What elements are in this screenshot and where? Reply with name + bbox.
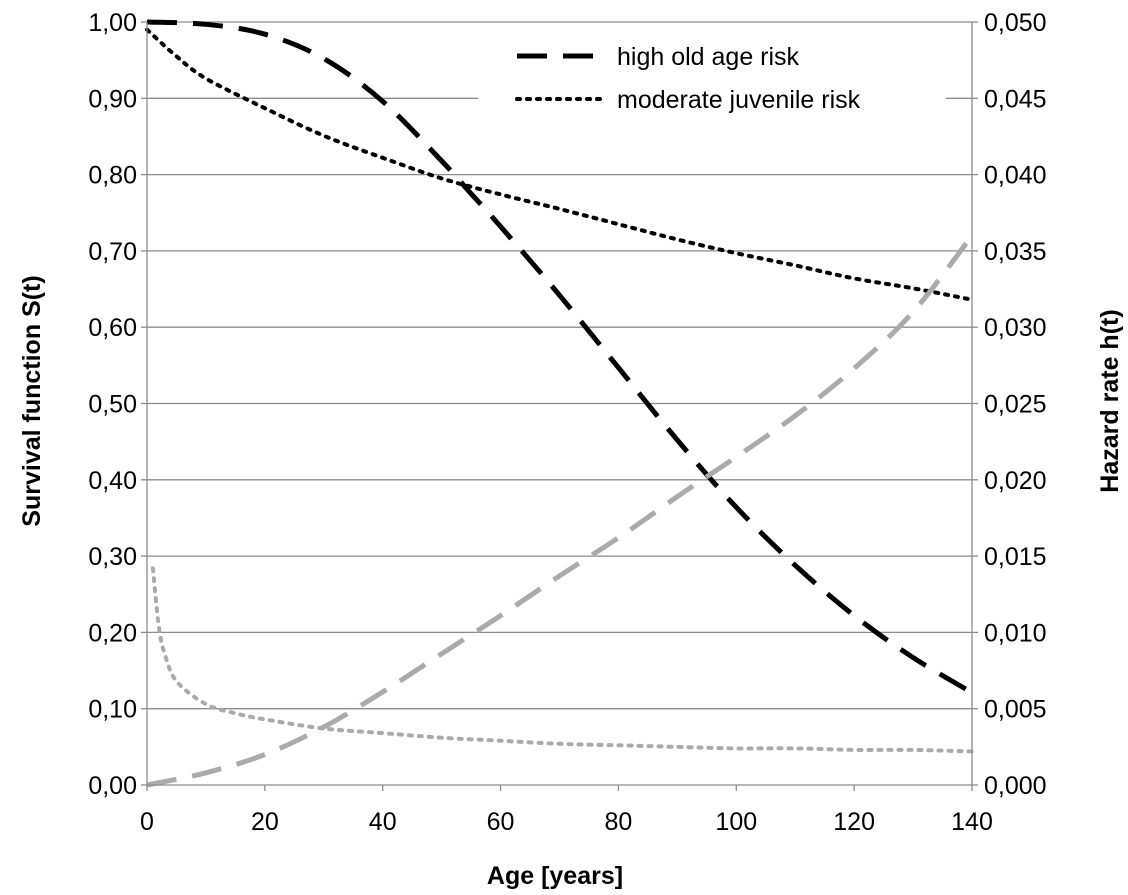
series-moderate-juvenile-risk-hazard: [150, 566, 974, 754]
x-tick-label: 100: [715, 808, 757, 836]
series-high-old-age-risk-hazard: [146, 234, 974, 788]
right-tick-label: 0,045: [984, 85, 1047, 113]
left-axis-tick-labels: 0,00 0,10 0,20 0,30 0,40 0,50 0,60 0,70 0,80 0,90…: [88, 9, 137, 800]
right-axis-tick-labels: 0,000 0,005 0,010 0,015 0,020 0,025 0,030 0,035…: [984, 9, 1047, 800]
right-axis-title: Hazard rate h(t): [1096, 309, 1124, 492]
left-tick-label: 1,00: [88, 9, 137, 37]
x-tick-label: 140: [951, 808, 993, 836]
right-tick-label: 0,005: [984, 696, 1047, 724]
left-tick-label: 0,80: [88, 162, 137, 190]
left-tick-label: 0,30: [88, 543, 137, 571]
right-tick-label: 0,030: [984, 314, 1047, 342]
x-tick-label: 20: [251, 808, 279, 836]
left-tick-label: 0,20: [88, 619, 137, 647]
left-axis-title: Survival function S(t): [18, 275, 46, 526]
right-tick-label: 0,010: [984, 619, 1047, 647]
right-tick-label: 0,000: [984, 772, 1047, 800]
right-tick-label: 0,050: [984, 9, 1047, 37]
left-tick-label: 0,60: [88, 314, 137, 342]
x-tick-label: 120: [833, 808, 875, 836]
legend-background: [478, 34, 946, 126]
left-tick-label: 0,50: [88, 391, 137, 419]
left-tick-label: 0,40: [88, 467, 137, 495]
left-tick-label: 0,70: [88, 238, 137, 266]
left-tick-label: 0,10: [88, 696, 137, 724]
x-tick-label: 40: [369, 808, 397, 836]
legend-box: [478, 34, 946, 126]
right-tick-label: 0,040: [984, 162, 1047, 190]
left-tick-label: 0,00: [88, 772, 137, 800]
x-tick-label: 60: [487, 808, 515, 836]
right-tick-label: 0,025: [984, 391, 1047, 419]
right-tick-label: 0,020: [984, 467, 1047, 495]
x-axis-tick-labels: 0 20 40 60 80 100 120 140: [140, 808, 993, 836]
legend-label: moderate juvenile risk: [617, 86, 861, 114]
legend-label: high old age risk: [617, 43, 800, 71]
axis-lines: [141, 21, 978, 791]
legend: high old age risk moderate juvenile risk: [515, 43, 861, 114]
right-tick-label: 0,035: [984, 238, 1047, 266]
series-high-old-age-risk-survival: [146, 19, 974, 695]
x-axis-title: Age [years]: [487, 862, 623, 890]
left-tick-label: 0,90: [88, 85, 137, 113]
right-tick-label: 0,015: [984, 543, 1047, 571]
x-tick-label: 80: [605, 808, 633, 836]
series-lines: [145, 19, 974, 788]
x-tick-label: 0: [140, 808, 154, 836]
